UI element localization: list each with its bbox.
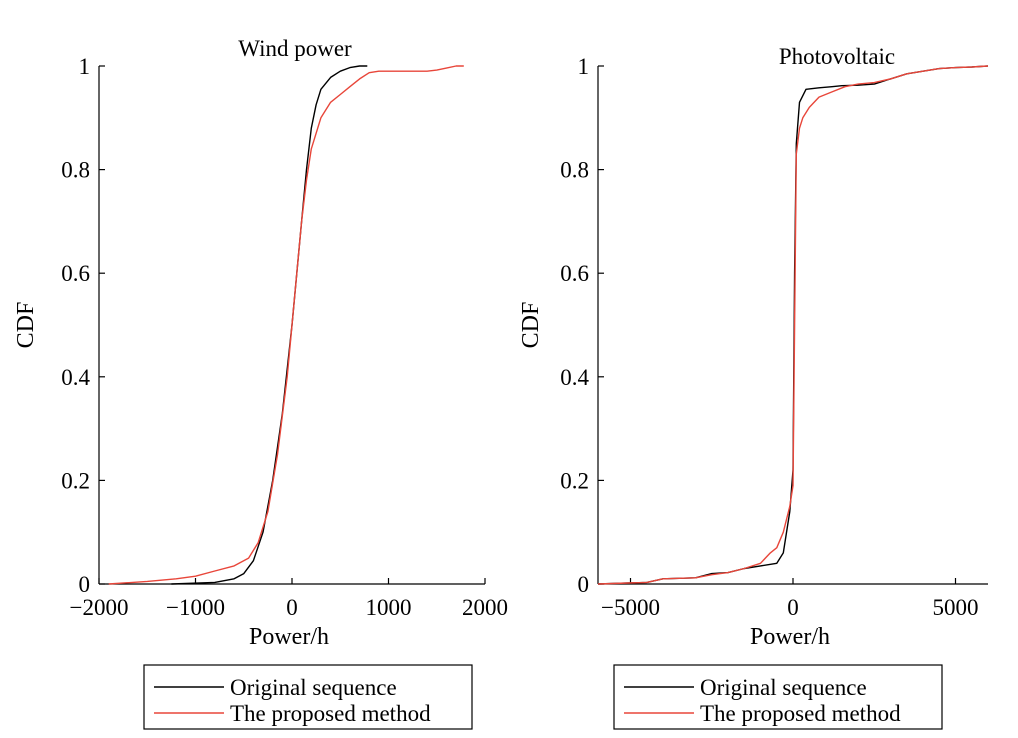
y-axis-title: CDF: [518, 302, 544, 349]
x-tick-label: −2000: [70, 595, 129, 620]
y-tick-label: 0: [578, 572, 590, 597]
x-tick-label: 2000: [462, 595, 508, 620]
x-tick-label: 5000: [933, 595, 979, 620]
y-tick-label: 0.4: [560, 365, 589, 390]
x-tick-label: 1000: [366, 595, 412, 620]
legend-label: The proposed method: [700, 701, 901, 726]
y-tick-label: 0.8: [61, 158, 90, 183]
y-tick-label: 0: [79, 572, 91, 597]
x-tick-label: 0: [286, 595, 298, 620]
y-tick-label: 0.4: [61, 365, 90, 390]
x-axis-title: Power/h: [249, 624, 329, 650]
chart-title: Photovoltaic: [779, 44, 895, 69]
y-tick-label: 0.6: [61, 261, 90, 286]
x-tick-label: −1000: [166, 595, 225, 620]
y-tick-label: 0.2: [61, 468, 90, 493]
legend-box: [613, 664, 943, 730]
legend-label: The proposed method: [230, 701, 431, 726]
photovoltaic-chart: 0 0.2 0.4 0.6 0.8 1 −5000 0 5000 Photovoltaic Powe…: [518, 44, 989, 730]
x-tick-label: 0: [787, 595, 799, 620]
series-line-original-sequence: [597, 65, 989, 585]
legend-label: Original sequence: [700, 675, 867, 700]
legend-box: [143, 664, 473, 730]
x-tick-label: −5000: [601, 595, 660, 620]
series-line-proposed-method: [108, 65, 464, 585]
y-tick-label: 0.8: [560, 158, 589, 183]
x-axis-title: Power/h: [750, 624, 830, 650]
legend-label: Original sequence: [230, 675, 397, 700]
y-tick-label: 0.2: [560, 468, 589, 493]
wind-power-chart: 0 0.2 0.4 0.6 0.8 1 −2000 −1000 0 1000 2000 Wind po…: [13, 36, 508, 730]
chart-title: Wind power: [238, 36, 352, 61]
y-tick-label: 1: [578, 54, 590, 79]
y-axis-title: CDF: [13, 302, 39, 349]
y-tick-label: 0.6: [560, 261, 589, 286]
y-tick-label: 1: [79, 54, 91, 79]
series-line-proposed-method: [597, 65, 989, 585]
